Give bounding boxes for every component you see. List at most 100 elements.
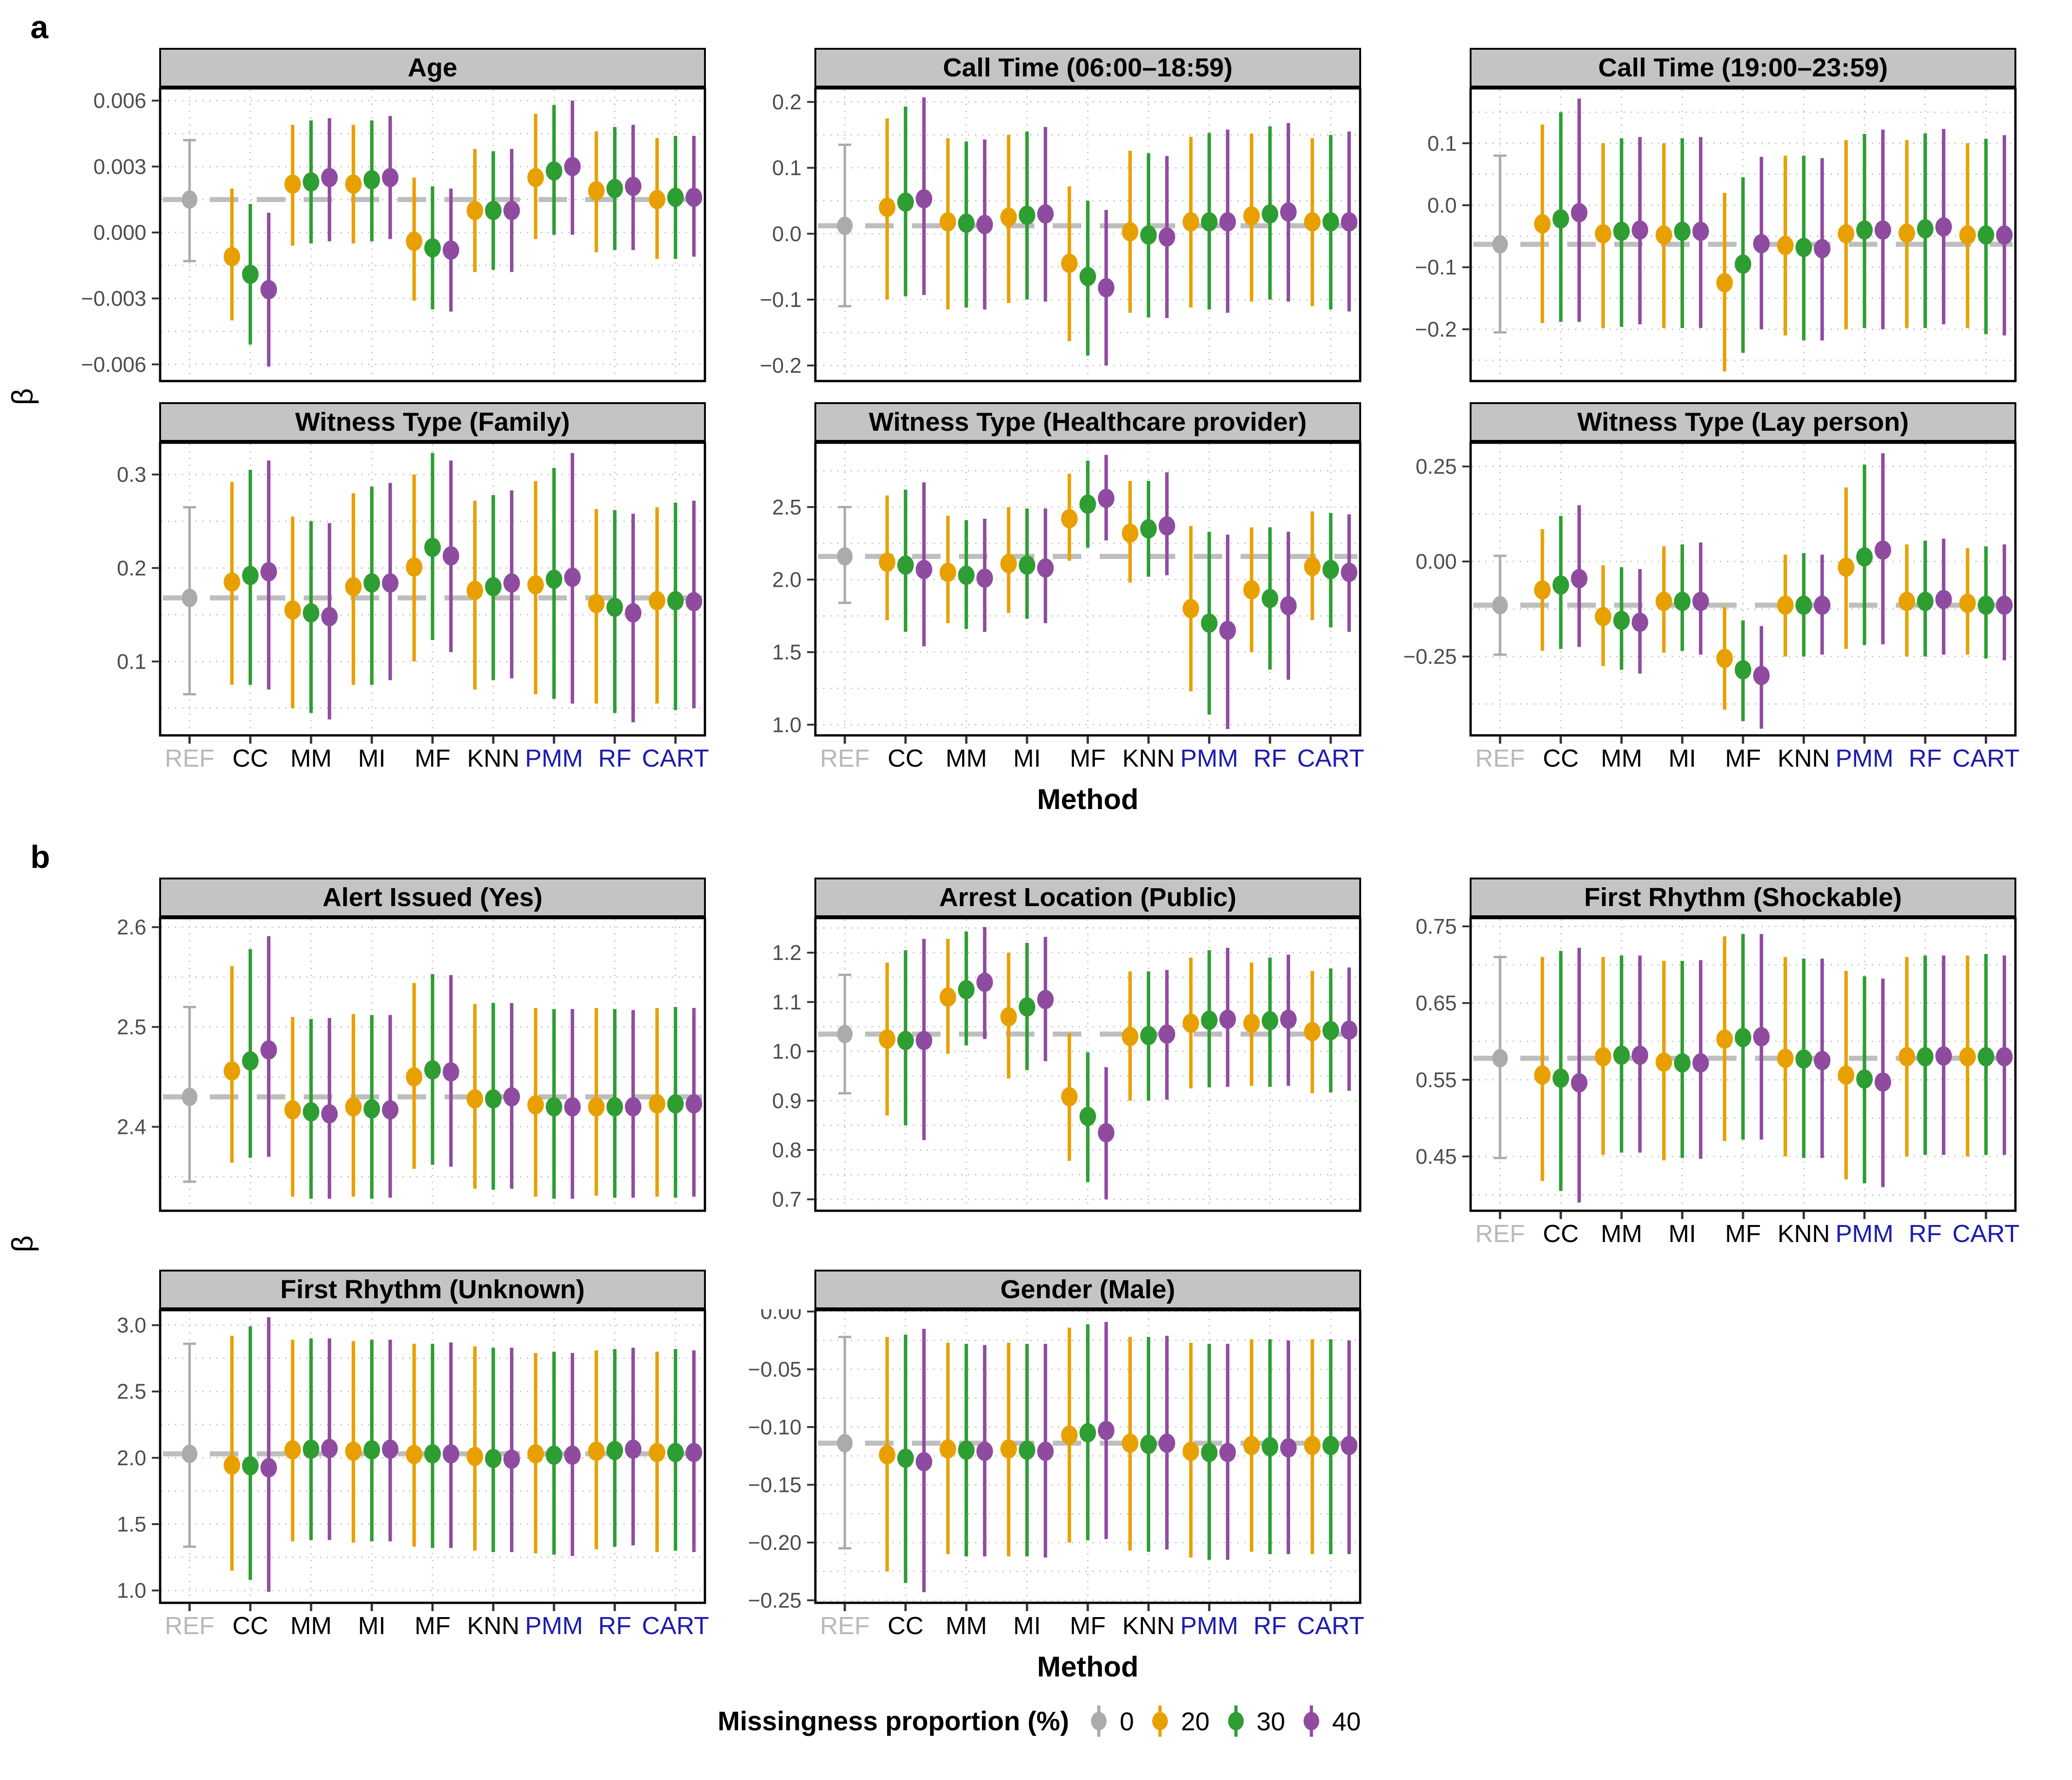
svg-text:RF: RF <box>1253 1612 1287 1640</box>
legend-label-0: 0 <box>1120 1706 1134 1736</box>
svg-text:0.003: 0.003 <box>93 155 146 179</box>
svg-text:−0.25: −0.25 <box>748 1588 802 1612</box>
legend: Missingness proportion (%) 0 20 30 <box>6 1703 2072 1740</box>
svg-text:CC: CC <box>888 1612 923 1640</box>
svg-text:MI: MI <box>1668 745 1696 772</box>
svg-text:KNN: KNN <box>467 745 519 772</box>
svg-text:RF: RF <box>598 745 631 772</box>
svg-text:CART: CART <box>642 745 709 772</box>
svg-text:−0.2: −0.2 <box>1415 317 1457 341</box>
svg-text:PMM: PMM <box>1180 745 1238 772</box>
chart-alert-issued: 2.6 2.5 2.4 <box>117 917 706 1212</box>
svg-text:1.0: 1.0 <box>772 1040 802 1063</box>
svg-text:0.1: 0.1 <box>1427 131 1457 155</box>
svg-text:MM: MM <box>290 1612 332 1640</box>
legend-label-20: 20 <box>1181 1706 1210 1736</box>
legend-pointrange-0-icon <box>1091 1705 1107 1737</box>
svg-text:0.3: 0.3 <box>117 462 146 486</box>
svg-text:MM: MM <box>290 745 332 772</box>
svg-text:−0.1: −0.1 <box>1415 255 1457 279</box>
svg-text:REF: REF <box>165 1612 214 1640</box>
svg-text:REF: REF <box>1475 745 1525 772</box>
chart-age: 0.006 0.003 0.000 −0.003 −0.006 <box>81 87 706 382</box>
svg-text:−0.006: −0.006 <box>81 353 146 376</box>
svg-text:0.00: 0.00 <box>760 1309 802 1323</box>
legend-item-20: 20 <box>1148 1703 1210 1740</box>
svg-text:2.4: 2.4 <box>117 1115 146 1139</box>
svg-text:PMM: PMM <box>1180 1612 1238 1640</box>
chart-witness-lay: 0.25 0.00 −0.25 REF CC MM MI MF KNN PMM RF CART <box>1403 442 2020 772</box>
panel-witness-lay: Witness Type (Lay person) 0.25 0.00 −0.25 R… <box>1378 402 2022 779</box>
svg-text:0.8: 0.8 <box>772 1138 802 1162</box>
panel-witness-healthcare: Witness Type (Healthcare provider) 2.5 2.… <box>722 402 1367 779</box>
svg-text:MI: MI <box>358 745 386 772</box>
svg-text:MF: MF <box>1070 1612 1106 1640</box>
svg-text:−0.2: −0.2 <box>760 353 802 377</box>
svg-text:MF: MF <box>415 745 450 772</box>
legend-pointrange-20-icon <box>1152 1705 1168 1737</box>
section-label-b: b <box>30 839 50 875</box>
panel-gender-male: Gender (Male) 0.00 −0.05 −0.10 −0.15 −0.20 −0… <box>722 1270 1367 1646</box>
section-a: a β Age 0.006 0.003 0.000 −0.003 −0.006 Call… <box>6 8 2072 816</box>
svg-text:KNN: KNN <box>467 1612 519 1640</box>
row-a1: Age 0.006 0.003 0.000 −0.003 −0.006 Call Tim… <box>67 48 2072 387</box>
legend-pointrange-40-icon <box>1304 1705 1320 1737</box>
svg-text:REF: REF <box>820 1612 870 1640</box>
svg-text:0.9: 0.9 <box>772 1089 802 1113</box>
figure: a β Age 0.006 0.003 0.000 −0.003 −0.006 Call… <box>6 8 2072 1740</box>
panel-rhythm-unknown: First Rhythm (Unknown) 3.0 2.5 2.0 1.5 1.0 RE… <box>67 1270 711 1646</box>
svg-text:2.5: 2.5 <box>117 1015 146 1039</box>
svg-text:0.00: 0.00 <box>1415 549 1457 573</box>
panel-title-rhythm-unknown: First Rhythm (Unknown) <box>159 1270 706 1309</box>
svg-text:MF: MF <box>415 1612 450 1640</box>
panel-title-alert-issued: Alert Issued (Yes) <box>159 878 706 917</box>
svg-text:CART: CART <box>1297 745 1364 772</box>
chart-call-time-evening: 0.1 0.0 −0.1 −0.2 <box>1415 87 2017 382</box>
svg-text:1.5: 1.5 <box>117 1512 146 1536</box>
panel-arrest-location: Arrest Location (Public) 1.2 1.1 1.0 0.9 0.8… <box>722 878 1367 1216</box>
svg-text:2.6: 2.6 <box>117 917 146 939</box>
svg-text:1.0: 1.0 <box>117 1578 146 1602</box>
svg-text:MM: MM <box>946 745 987 772</box>
y-axis-title-a: β <box>6 388 39 405</box>
x-axis-title-b: Method <box>1037 1651 1139 1683</box>
svg-text:−0.10: −0.10 <box>748 1415 802 1439</box>
svg-text:CART: CART <box>642 1612 709 1640</box>
chart-call-time-day: 0.2 0.1 0.0 −0.1 −0.2 <box>760 87 1362 382</box>
svg-text:0.2: 0.2 <box>117 556 146 580</box>
legend-item-40: 40 <box>1299 1703 1361 1740</box>
svg-text:RF: RF <box>1253 745 1287 772</box>
svg-text:0.1: 0.1 <box>117 649 146 673</box>
svg-text:MI: MI <box>1013 745 1041 772</box>
panel-title-gender-male: Gender (Male) <box>814 1270 1361 1309</box>
svg-text:CC: CC <box>1543 1220 1579 1248</box>
svg-text:2.0: 2.0 <box>117 1446 146 1470</box>
svg-text:KNN: KNN <box>1122 1612 1175 1640</box>
panel-title-arrest-location: Arrest Location (Public) <box>814 878 1361 917</box>
svg-text:RF: RF <box>1909 1220 1942 1248</box>
chart-arrest-location: 1.2 1.1 1.0 0.9 0.8 0.7 <box>772 917 1362 1212</box>
svg-text:0.75: 0.75 <box>1415 917 1457 938</box>
svg-text:0.0: 0.0 <box>772 222 802 246</box>
legend-label-30: 30 <box>1256 1706 1286 1736</box>
panel-witness-family: Witness Type (Family) 0.3 0.2 0.1 REF CC MM MI… <box>67 402 711 779</box>
svg-text:0.65: 0.65 <box>1415 991 1457 1015</box>
svg-text:MI: MI <box>1013 1612 1041 1640</box>
svg-text:0.55: 0.55 <box>1415 1068 1457 1092</box>
panel-title-witness-lay: Witness Type (Lay person) <box>1470 402 2016 442</box>
svg-text:0.25: 0.25 <box>1415 455 1457 479</box>
svg-text:CC: CC <box>232 745 268 772</box>
chart-rhythm-unknown: 3.0 2.5 2.0 1.5 1.0 REF CC MM MI MF KNN PMM RF CART <box>117 1309 709 1640</box>
svg-text:0.1: 0.1 <box>772 156 802 180</box>
panel-alert-issued: Alert Issued (Yes) 2.6 2.5 2.4 <box>67 878 711 1216</box>
row-b2: First Rhythm (Unknown) 3.0 2.5 2.0 1.5 1.0 RE… <box>67 1270 2072 1646</box>
row-a2: Witness Type (Family) 0.3 0.2 0.1 REF CC MM MI… <box>67 402 2072 779</box>
section-label-a: a <box>30 9 48 45</box>
legend-item-30: 30 <box>1224 1703 1285 1740</box>
svg-text:CART: CART <box>1952 1220 2020 1248</box>
svg-text:2.5: 2.5 <box>772 495 802 519</box>
svg-text:PMM: PMM <box>1835 1220 1893 1248</box>
svg-text:−0.20: −0.20 <box>748 1531 802 1555</box>
section-b: b β Alert Issued (Yes) 2.6 2.5 2.4 Arrest … <box>6 838 2072 1683</box>
panel-title-rhythm-shockable: First Rhythm (Shockable) <box>1470 878 2016 917</box>
